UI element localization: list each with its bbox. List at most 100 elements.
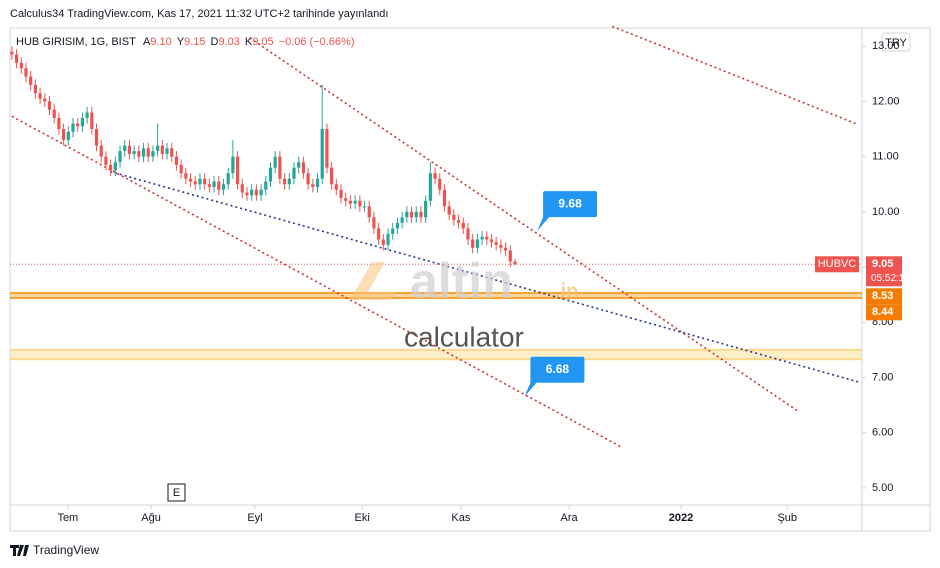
symbol-label: HUBVC: [818, 258, 857, 270]
candle-body: [170, 148, 174, 157]
callout-label: 6.68: [546, 362, 570, 376]
legend: HUB GIRISIM, 1G, BIST A9.10 Y9.15 D9.03 K9.0…: [16, 36, 355, 48]
x-tick-label: Ara: [561, 512, 579, 524]
y-tick-label: 12.00: [872, 95, 900, 107]
candle-body: [424, 200, 428, 218]
y-tick-label: 10.00: [872, 206, 900, 218]
candle-body: [315, 178, 320, 187]
candle-body: [367, 206, 371, 218]
x-tick-label: 2022: [669, 512, 693, 524]
candle-body: [62, 129, 66, 141]
legend-change: −0.06 (−0.66%): [279, 36, 355, 48]
trend-line: [612, 25, 859, 126]
y-tick-label: 13.00: [872, 40, 900, 52]
candle-body: [334, 184, 338, 190]
candle-body: [339, 189, 343, 199]
legend-key: K: [245, 36, 253, 48]
candle-body: [66, 131, 70, 141]
candle-body: [212, 181, 216, 187]
watermark-brand: altin: [410, 253, 513, 309]
watermark-logo: [350, 262, 395, 300]
x-tick-label: Eki: [355, 512, 370, 524]
candle-body: [174, 156, 179, 165]
y-tick-label: 11.00: [872, 151, 899, 163]
candle-body: [508, 250, 512, 262]
candle-body: [499, 244, 503, 248]
candle-body: [400, 217, 404, 223]
candle-body: [245, 192, 249, 196]
candle-body: [489, 239, 494, 243]
candle-body: [301, 162, 306, 174]
x-tick-label: Eyl: [247, 512, 262, 524]
candle-body: [353, 200, 357, 204]
legend-value: 9.10: [150, 36, 171, 48]
candle-body: [250, 189, 254, 196]
candle-body: [235, 156, 240, 185]
candle-body: [29, 76, 33, 85]
callout: 6.68: [524, 356, 585, 397]
scale-button-label[interactable]: E: [173, 487, 180, 499]
callout-box: [524, 356, 585, 397]
candle-body: [419, 211, 423, 218]
candle-body: [47, 101, 52, 110]
candle-body: [391, 228, 395, 234]
candle-body: [71, 123, 75, 132]
candle-body: [165, 148, 169, 154]
candle-body: [452, 214, 456, 221]
y-tick-label: 7.00: [872, 371, 893, 383]
scale-button[interactable]: [167, 483, 186, 502]
candle-body: [19, 62, 23, 69]
candle-body: [433, 173, 437, 179]
candle-body: [231, 156, 235, 174]
callout-label: 9.68: [558, 196, 582, 210]
currency: TRY: [885, 37, 907, 49]
legend-value: 9.05: [252, 36, 273, 48]
zone: [10, 293, 862, 298]
watermark-suffix: .in: [555, 280, 578, 302]
candle-body: [118, 151, 122, 163]
candle-body: [99, 145, 103, 157]
candle-body: [442, 189, 447, 207]
watermark-sub: calculator: [404, 321, 524, 352]
candle-body: [104, 156, 108, 165]
candle-body: [226, 173, 230, 185]
candle-body: [10, 51, 14, 55]
legend-value: 9.03: [218, 36, 239, 48]
candle-body: [377, 228, 381, 240]
candle-body: [297, 162, 301, 168]
frame: [9, 27, 931, 532]
candle-body: [471, 239, 475, 248]
candle-body: [24, 68, 28, 77]
candle-body: [414, 211, 418, 218]
candle-body: [146, 148, 150, 157]
trend-line: [249, 37, 798, 412]
candle-body: [90, 112, 94, 130]
legend-text: HUB GIRISIM, 1G, BIST A9.10 Y9.15 D9.03 K9.0…: [16, 36, 355, 48]
candle-body: [254, 189, 258, 196]
trend-line: [11, 115, 621, 448]
candle-body: [132, 151, 136, 154]
tv-logo: [10, 545, 29, 556]
legend-key: A: [143, 36, 151, 48]
candle-body: [395, 222, 400, 229]
x-tick-label: Ağu: [141, 512, 161, 524]
candle-body: [348, 200, 353, 204]
x-tick-label: Tem: [57, 512, 78, 524]
candle-body: [259, 189, 263, 196]
candle-body: [311, 184, 315, 187]
candle-body: [203, 178, 207, 185]
candle-body: [447, 206, 451, 215]
candle-body: [141, 148, 146, 157]
candle-body: [330, 167, 334, 185]
watermark: altin .in calculator: [350, 253, 578, 352]
candle-body: [306, 173, 310, 185]
candle-body: [428, 173, 432, 201]
countdown: 05:52:16: [871, 273, 910, 284]
candle-body: [292, 167, 296, 179]
candle-body: [156, 145, 160, 152]
candle-body: [287, 178, 291, 185]
candle-body: [466, 228, 470, 240]
candle-body: [268, 167, 273, 182]
candle-body: [198, 178, 202, 185]
